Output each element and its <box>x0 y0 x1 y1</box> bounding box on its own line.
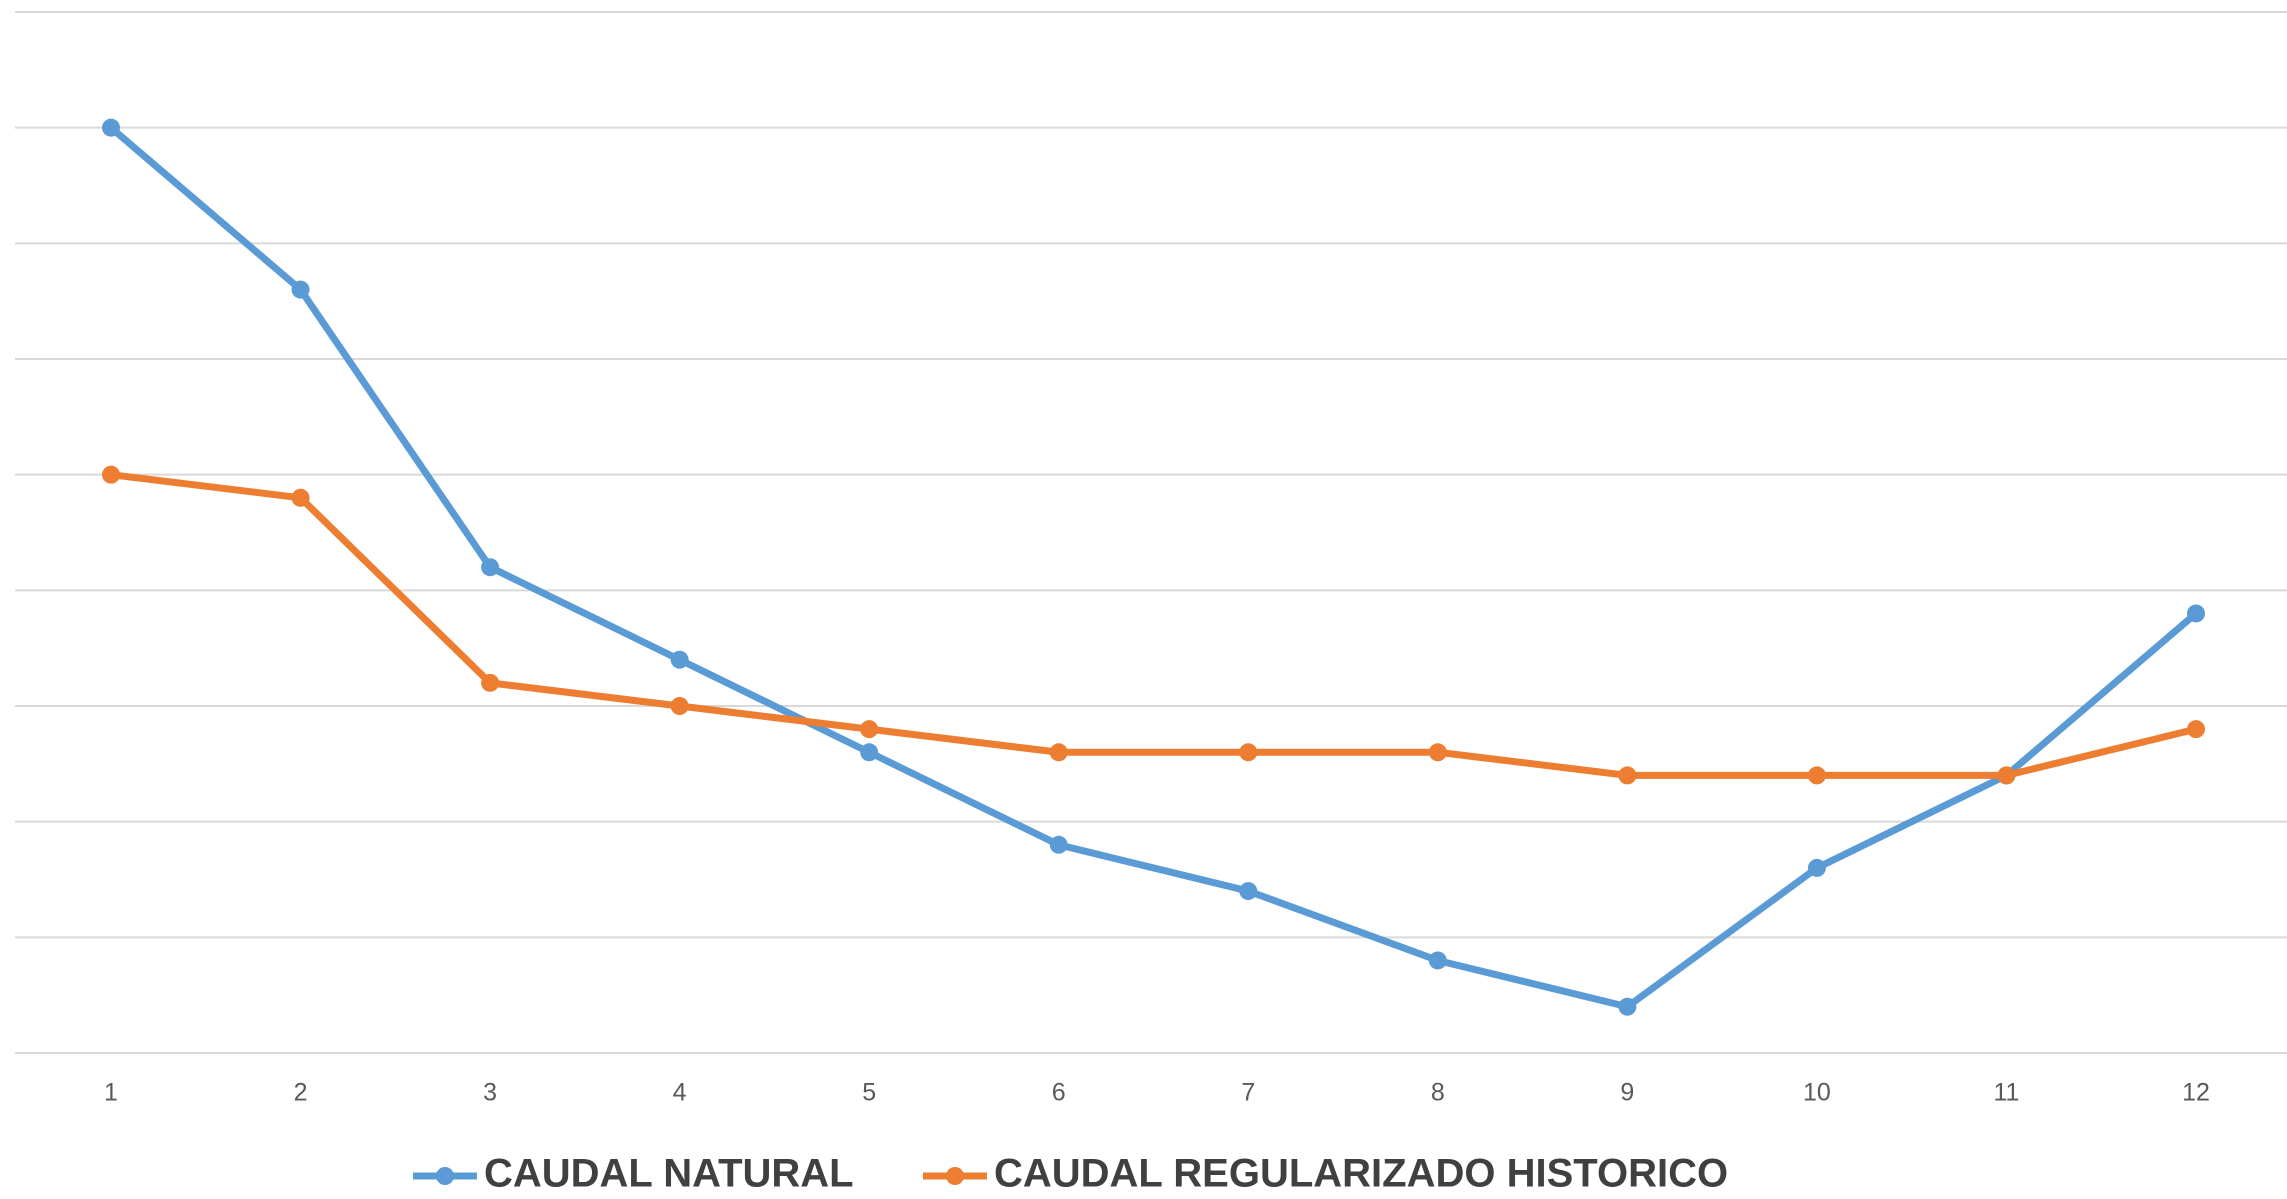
point <box>1807 766 1826 785</box>
x-tick-label: 11 <box>1993 1079 2019 1107</box>
point <box>291 488 310 507</box>
point <box>102 118 120 137</box>
legend-marker <box>436 1167 454 1185</box>
x-tick-label: 8 <box>1431 1079 1445 1107</box>
x-tick-label: 1 <box>104 1079 118 1107</box>
point <box>481 673 500 692</box>
point <box>102 465 120 484</box>
point <box>1428 743 1447 762</box>
x-tick-label: 2 <box>294 1079 308 1107</box>
legend-marker <box>946 1167 964 1185</box>
legend-label: CAUDAL REGULARIZADO HISTORICO <box>994 1152 1728 1196</box>
point <box>860 720 879 739</box>
point <box>291 280 310 299</box>
x-tick-label: 9 <box>1620 1079 1634 1107</box>
point <box>1049 835 1068 854</box>
point <box>2187 720 2205 739</box>
point <box>1807 858 1826 877</box>
point <box>1997 766 2016 785</box>
point <box>1618 997 1637 1016</box>
x-tick-label: 7 <box>1241 1079 1255 1107</box>
point <box>1049 743 1068 762</box>
point <box>1239 882 1258 901</box>
x-tick-label: 10 <box>1803 1079 1831 1107</box>
x-tick-label: 5 <box>862 1079 876 1107</box>
x-tick-label: 6 <box>1052 1079 1066 1107</box>
x-tick-label: 4 <box>673 1079 687 1107</box>
series-line <box>108 125 2199 1011</box>
series-line <box>110 471 2197 779</box>
point <box>1618 766 1637 785</box>
point <box>670 697 689 715</box>
point <box>481 558 500 577</box>
point <box>860 743 879 762</box>
point <box>670 650 689 669</box>
x-tick-label: 3 <box>483 1079 497 1107</box>
point <box>1428 951 1447 970</box>
point <box>2187 604 2205 623</box>
legend-label: CAUDAL NATURAL <box>484 1152 854 1196</box>
x-tick-label: 12 <box>2182 1079 2210 1107</box>
point <box>1239 743 1258 762</box>
